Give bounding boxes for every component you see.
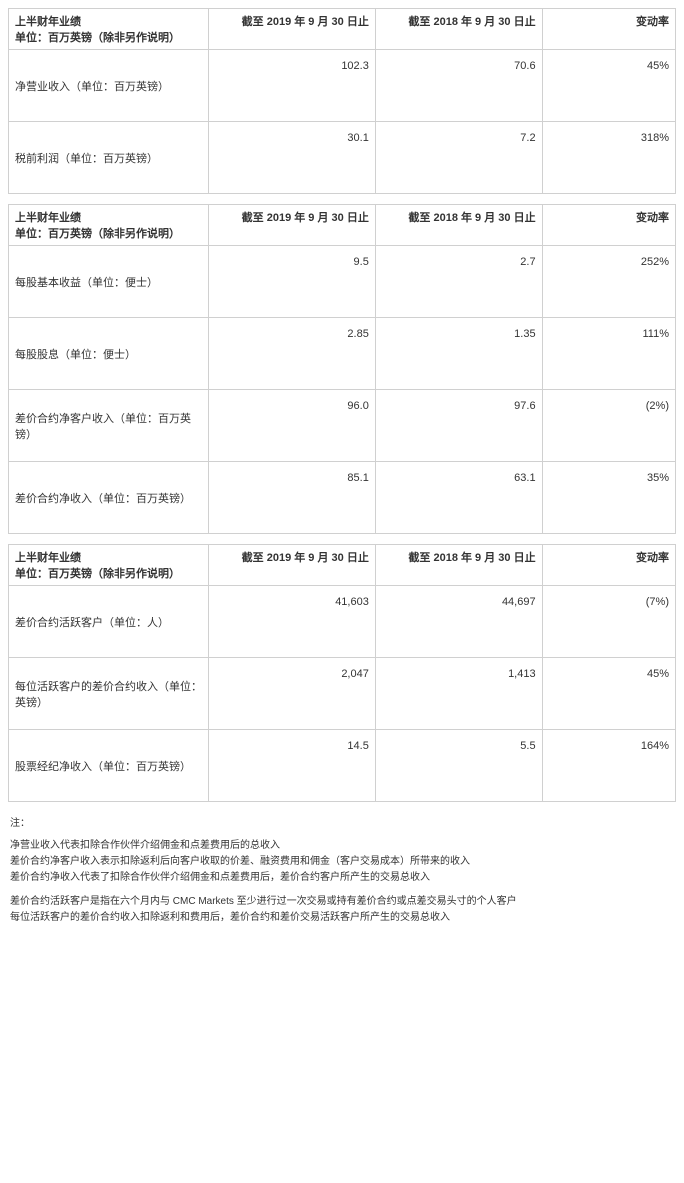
table-row: 每股股息（单位：便士） 2.85 1.35 111% [9,318,676,390]
footnotes-block-2: 差价合约活跃客户是指在六个月内与 CMC Markets 至少进行过一次交易或持… [10,894,674,926]
value-change: 318% [542,122,675,194]
financial-table-3: 上半财年业绩 单位：百万英镑（除非另作说明） 截至 2019 年 9 月 30 … [8,544,676,802]
table-row: 净营业收入（单位：百万英镑） 102.3 70.6 45% [9,50,676,122]
value-change: (2%) [542,390,675,462]
footnote-line: 差价合约净收入代表了扣除合作伙伴介绍佣金和点差费用后，差价合约客户所产生的交易总… [10,870,674,886]
metric-label: 每位活跃客户的差价合约收入（单位：英镑） [9,658,209,730]
value-2018: 44,697 [375,586,542,658]
header-title-line2: 单位：百万英镑（除非另作说明） [15,565,202,581]
footnote-line: 每位活跃客户的差价合约收入扣除返利和费用后，差价合约和差价交易活跃客户所产生的交… [10,910,674,926]
header-title-line1: 上半财年业绩 [15,549,202,565]
value-change: 45% [542,658,675,730]
footnotes-title: 注： [10,816,674,832]
value-change: (7%) [542,586,675,658]
header-title: 上半财年业绩 单位：百万英镑（除非另作说明） [9,9,209,50]
header-row: 上半财年业绩 单位：百万英镑（除非另作说明） 截至 2019 年 9 月 30 … [9,9,676,50]
metric-label: 股票经纪净收入（单位：百万英镑） [9,730,209,802]
table-row: 股票经纪净收入（单位：百万英镑） 14.5 5.5 164% [9,730,676,802]
value-2018: 1.35 [375,318,542,390]
col-2019: 截至 2019 年 9 月 30 日止 [209,9,376,50]
value-2018: 5.5 [375,730,542,802]
table-row: 税前利润（单位：百万英镑） 30.1 7.2 318% [9,122,676,194]
table-row: 每位活跃客户的差价合约收入（单位：英镑） 2,047 1,413 45% [9,658,676,730]
col-2019: 截至 2019 年 9 月 30 日止 [209,205,376,246]
footnote-line: 净营业收入代表扣除合作伙伴介绍佣金和点差费用后的总收入 [10,838,674,854]
col-change: 变动率 [542,9,675,50]
metric-label: 每股股息（单位：便士） [9,318,209,390]
col-2018: 截至 2018 年 9 月 30 日止 [375,545,542,586]
value-2019: 30.1 [209,122,376,194]
value-2019: 85.1 [209,462,376,534]
footnotes-block-1: 净营业收入代表扣除合作伙伴介绍佣金和点差费用后的总收入 差价合约净客户收入表示扣… [10,838,674,886]
value-2019: 9.5 [209,246,376,318]
value-2019: 102.3 [209,50,376,122]
value-2019: 41,603 [209,586,376,658]
value-2019: 14.5 [209,730,376,802]
value-2019: 96.0 [209,390,376,462]
metric-label: 税前利润（单位：百万英镑） [9,122,209,194]
header-row: 上半财年业绩 单位：百万英镑（除非另作说明） 截至 2019 年 9 月 30 … [9,545,676,586]
table-row: 差价合约净收入（单位：百万英镑） 85.1 63.1 35% [9,462,676,534]
value-2018: 63.1 [375,462,542,534]
financial-table-2: 上半财年业绩 单位：百万英镑（除非另作说明） 截至 2019 年 9 月 30 … [8,204,676,534]
header-title-line1: 上半财年业绩 [15,209,202,225]
col-change: 变动率 [542,205,675,246]
value-2018: 97.6 [375,390,542,462]
col-2018: 截至 2018 年 9 月 30 日止 [375,9,542,50]
metric-label: 差价合约净收入（单位：百万英镑） [9,462,209,534]
metric-label: 差价合约活跃客户（单位：人） [9,586,209,658]
header-title: 上半财年业绩 单位：百万英镑（除非另作说明） [9,205,209,246]
value-2018: 1,413 [375,658,542,730]
col-change: 变动率 [542,545,675,586]
header-row: 上半财年业绩 单位：百万英镑（除非另作说明） 截至 2019 年 9 月 30 … [9,205,676,246]
value-2018: 70.6 [375,50,542,122]
value-change: 252% [542,246,675,318]
footnotes: 注： 净营业收入代表扣除合作伙伴介绍佣金和点差费用后的总收入 差价合约净客户收入… [8,812,676,938]
footnote-line: 差价合约活跃客户是指在六个月内与 CMC Markets 至少进行过一次交易或持… [10,894,674,910]
header-title: 上半财年业绩 单位：百万英镑（除非另作说明） [9,545,209,586]
financial-table-1: 上半财年业绩 单位：百万英镑（除非另作说明） 截至 2019 年 9 月 30 … [8,8,676,194]
value-change: 111% [542,318,675,390]
value-change: 164% [542,730,675,802]
table-row: 差价合约净客户收入（单位：百万英镑） 96.0 97.6 (2%) [9,390,676,462]
table-row: 每股基本收益（单位：便士） 9.5 2.7 252% [9,246,676,318]
header-title-line2: 单位：百万英镑（除非另作说明） [15,29,202,45]
value-2019: 2,047 [209,658,376,730]
metric-label: 每股基本收益（单位：便士） [9,246,209,318]
header-title-line1: 上半财年业绩 [15,13,202,29]
table-row: 差价合约活跃客户（单位：人） 41,603 44,697 (7%) [9,586,676,658]
value-change: 35% [542,462,675,534]
value-2018: 7.2 [375,122,542,194]
col-2019: 截至 2019 年 9 月 30 日止 [209,545,376,586]
header-title-line2: 单位：百万英镑（除非另作说明） [15,225,202,241]
value-2018: 2.7 [375,246,542,318]
metric-label: 净营业收入（单位：百万英镑） [9,50,209,122]
metric-label: 差价合约净客户收入（单位：百万英镑） [9,390,209,462]
col-2018: 截至 2018 年 9 月 30 日止 [375,205,542,246]
value-2019: 2.85 [209,318,376,390]
value-change: 45% [542,50,675,122]
footnote-line: 差价合约净客户收入表示扣除返利后向客户收取的价差、融资费用和佣金（客户交易成本）… [10,854,674,870]
